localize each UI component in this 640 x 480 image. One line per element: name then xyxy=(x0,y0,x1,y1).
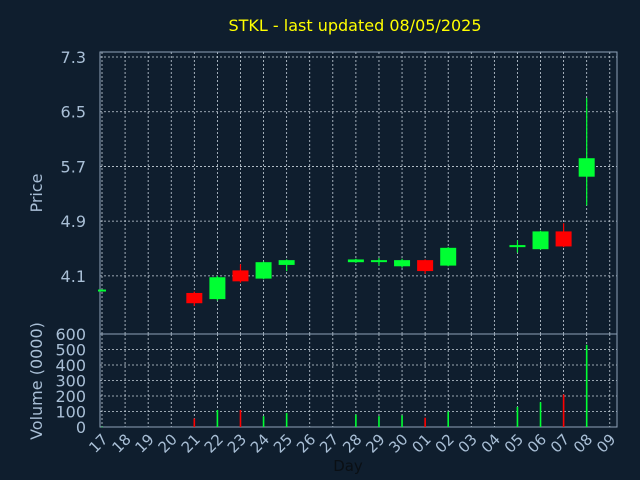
candle-body xyxy=(440,247,457,266)
volume-tick-label: 400 xyxy=(55,356,86,375)
price-panel: 7.3 6.5 5.7 4.9 4.1 Price xyxy=(27,48,618,335)
volume-bar xyxy=(285,413,288,427)
candle-body xyxy=(186,292,203,304)
volume-bars xyxy=(101,344,588,428)
volume-bar xyxy=(193,418,196,427)
volume-bar xyxy=(562,394,565,427)
candle-body xyxy=(417,260,434,272)
candle-body xyxy=(532,231,549,250)
price-tick-label: 7.3 xyxy=(61,48,86,67)
volume-bar xyxy=(424,417,426,427)
candlesticks xyxy=(98,98,595,306)
chart-title: STKL - last updated 08/05/2025 xyxy=(228,16,481,35)
price-tick-label: 6.5 xyxy=(61,103,86,122)
candle-body xyxy=(509,245,526,248)
volume-panel-border xyxy=(99,333,618,428)
candle-body xyxy=(578,158,595,177)
volume-bar xyxy=(516,406,519,427)
volume-bar xyxy=(401,415,403,427)
volume-tick-label: 0 xyxy=(76,418,86,437)
price-tick-label: 5.7 xyxy=(61,157,86,176)
volume-axis-label: Volume (0000) xyxy=(27,322,46,440)
candle-body xyxy=(370,260,387,263)
day-axis-label: Day xyxy=(333,457,363,475)
volume-bar xyxy=(101,426,103,428)
candle-body xyxy=(555,231,572,247)
candle-body xyxy=(255,262,272,279)
volume-tick-label: 100 xyxy=(55,403,86,422)
candle-body xyxy=(98,289,106,292)
candle-body xyxy=(209,277,226,300)
volume-tick-label: 600 xyxy=(55,325,86,344)
candle-body xyxy=(278,260,295,265)
volume-tick-label: 300 xyxy=(55,372,86,391)
day-axis: 1718192021222324252627282930010203040506… xyxy=(85,430,619,456)
price-axis: 7.3 6.5 5.7 4.9 4.1 xyxy=(61,48,86,286)
volume-bar xyxy=(262,416,265,427)
candle-body xyxy=(347,259,364,263)
volume-tick-label: 500 xyxy=(55,341,86,360)
volume-bar xyxy=(447,411,450,427)
price-tick-label: 4.9 xyxy=(61,212,86,231)
price-tick-label: 4.1 xyxy=(61,267,86,286)
volume-bar xyxy=(539,402,542,427)
candle-body xyxy=(232,270,249,282)
volume-tick-label: 200 xyxy=(55,387,86,406)
volume-bar xyxy=(239,409,242,427)
volume-bar xyxy=(216,409,219,427)
volume-bar xyxy=(378,416,380,427)
volume-bar xyxy=(355,414,357,427)
volume-bar xyxy=(585,344,588,427)
candle-body xyxy=(394,260,411,267)
price-axis-label: Price xyxy=(27,173,46,212)
